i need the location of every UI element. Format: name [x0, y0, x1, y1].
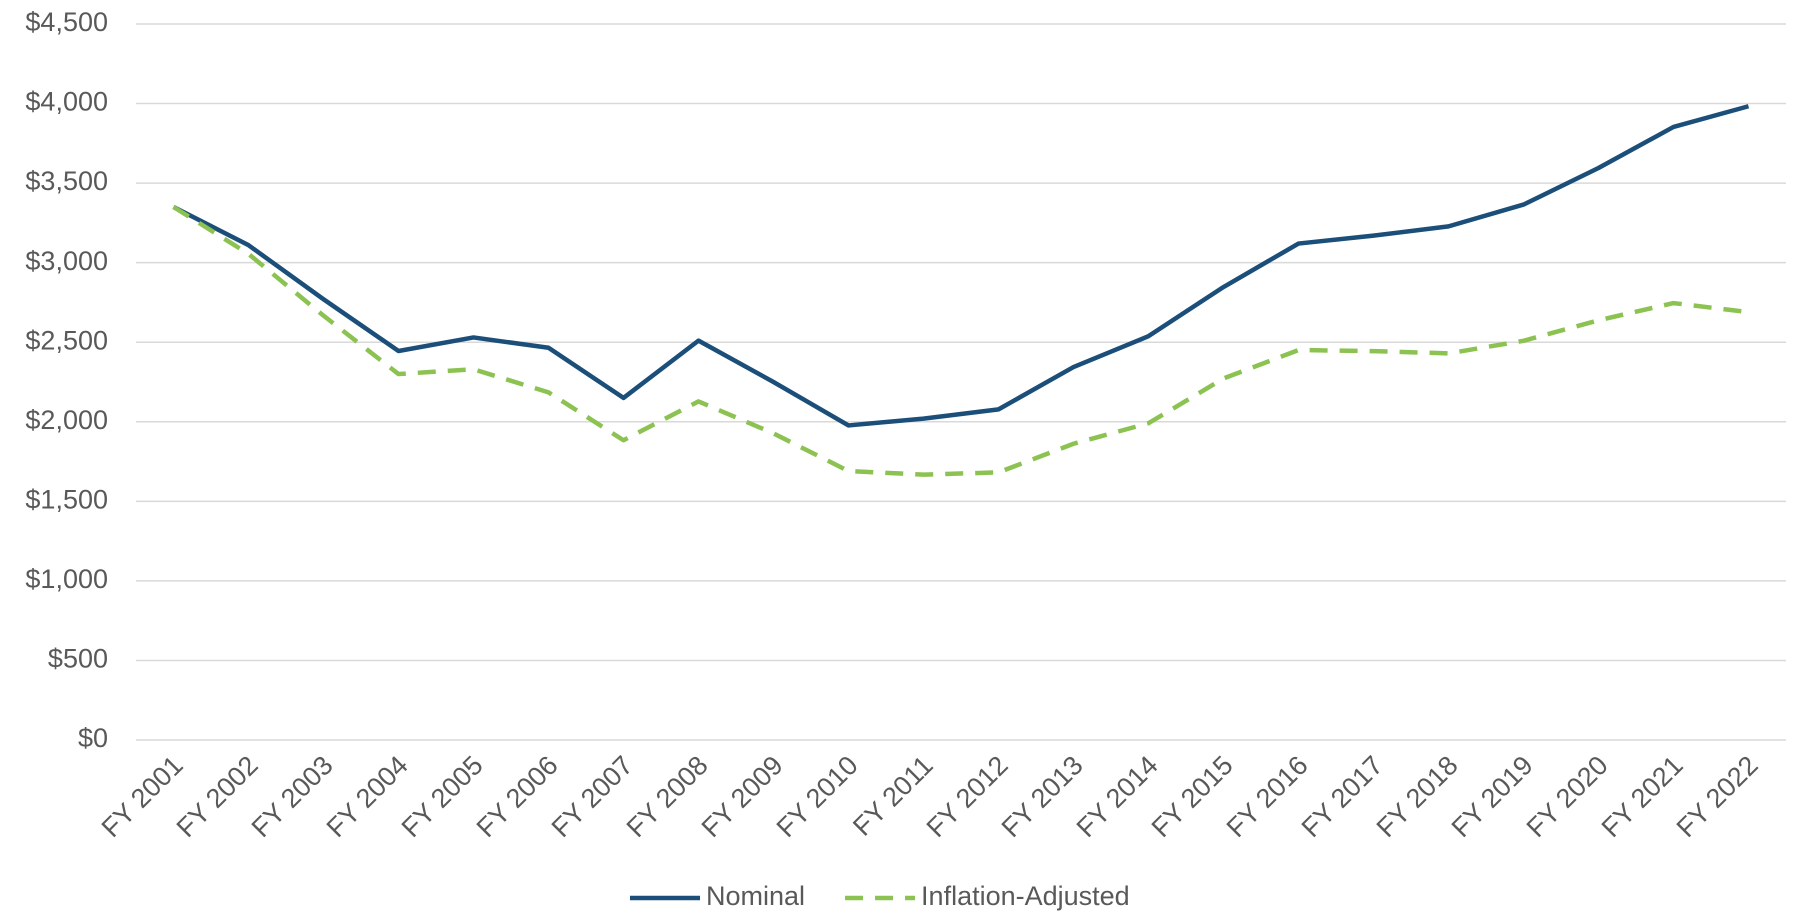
x-tick-label: FY 2006: [471, 750, 564, 843]
x-tick-label: FY 2013: [996, 750, 1089, 843]
x-tick-label: FY 2012: [921, 750, 1014, 843]
x-tick-label: FY 2003: [246, 750, 339, 843]
x-tick-label: FY 2007: [546, 750, 639, 843]
x-tick-label: FY 2022: [1671, 750, 1764, 843]
y-tick-label: $1,500: [25, 484, 108, 514]
series-line: [172, 104, 1750, 428]
legend-label: Inflation-Adjusted: [921, 881, 1130, 911]
x-tick-label: FY 2001: [96, 750, 189, 843]
x-tick-label: FY 2019: [1446, 750, 1539, 843]
y-tick-label: $2,000: [25, 405, 108, 435]
x-tick-label: FY 2011: [847, 750, 939, 842]
x-tick-label: FY 2016: [1221, 750, 1314, 843]
y-tick-label: $2,500: [25, 325, 108, 355]
series-line: [172, 205, 1749, 477]
x-tick-label: FY 2002: [171, 750, 264, 843]
x-tick-label: FY 2009: [696, 750, 789, 843]
y-tick-label: $1,000: [25, 564, 108, 594]
x-tick-label: FY 2010: [771, 750, 864, 843]
x-tick-label: FY 2020: [1521, 750, 1614, 843]
y-tick-label: $0: [78, 723, 108, 753]
y-tick-label: $4,000: [25, 87, 108, 117]
y-tick-label: $4,500: [25, 7, 108, 37]
legend-label: Nominal: [706, 881, 805, 911]
x-tick-label: FY 2018: [1371, 750, 1464, 843]
x-tick-label: FY 2014: [1071, 750, 1164, 843]
x-tick-label: FY 2004: [321, 750, 414, 843]
x-tick-label: FY 2015: [1146, 750, 1239, 843]
y-tick-label: $3,500: [25, 166, 108, 196]
x-tick-label: FY 2017: [1296, 750, 1389, 843]
x-tick-label: FY 2008: [621, 750, 714, 843]
x-tick-label: FY 2005: [396, 750, 489, 843]
x-tick-label: FY 2021: [1596, 750, 1689, 843]
y-tick-label: $500: [48, 644, 108, 674]
y-tick-label: $3,000: [25, 246, 108, 276]
